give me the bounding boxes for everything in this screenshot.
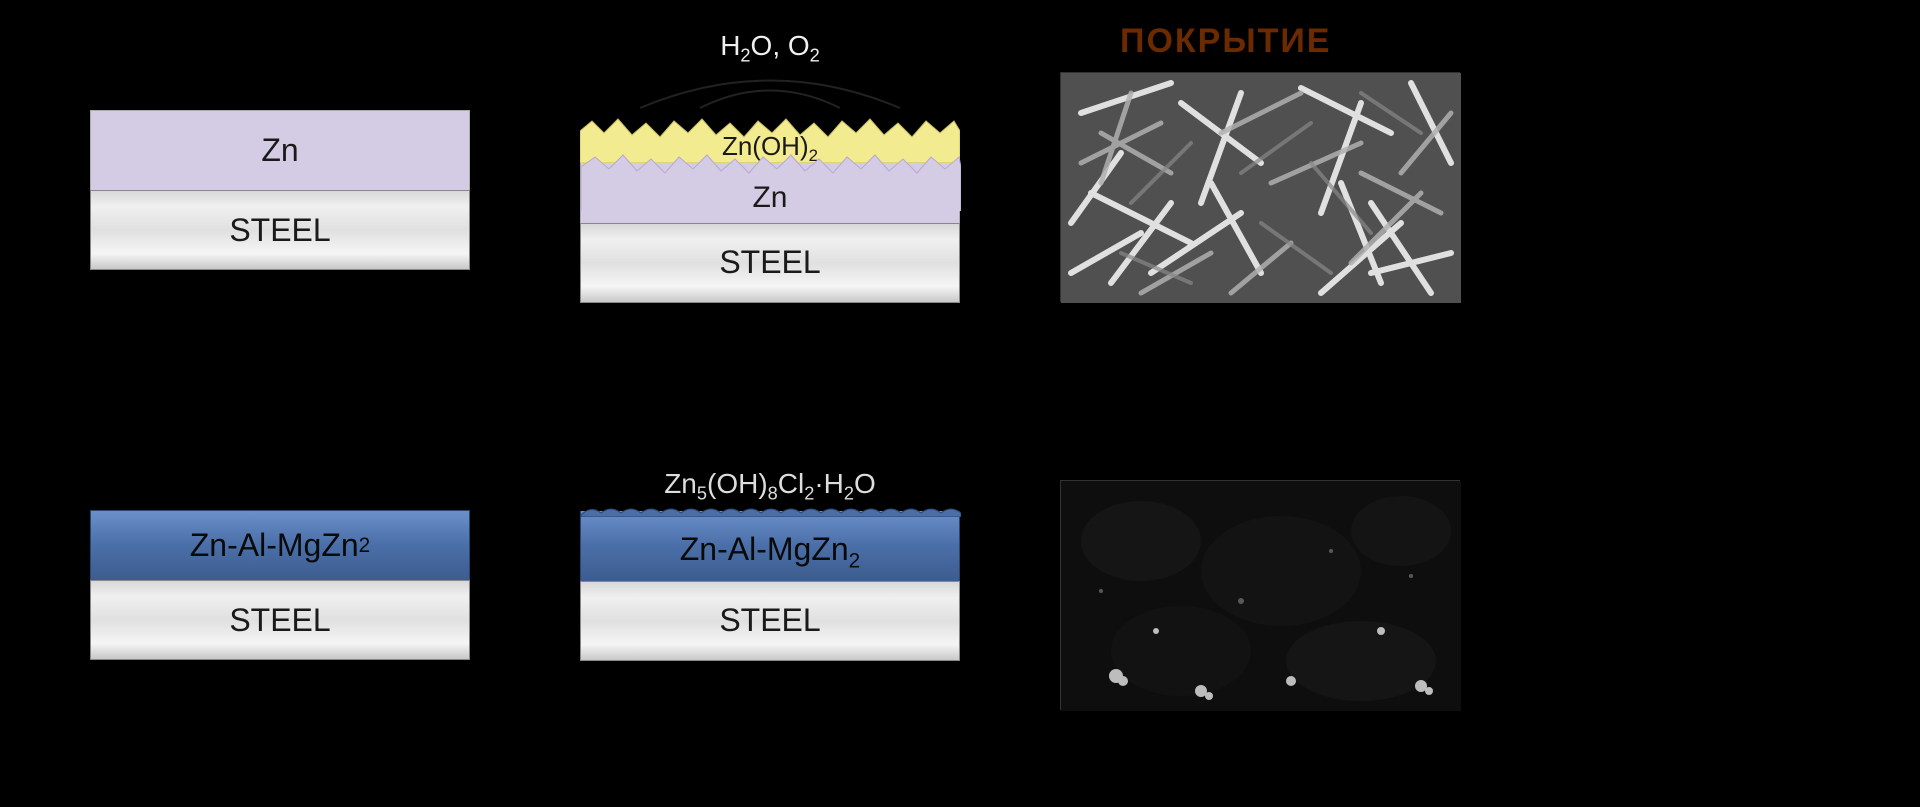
blue-corroded-label: Zn-Al-MgZn2 (581, 531, 959, 573)
blue-layer: Zn-Al-MgZn2 (90, 510, 470, 580)
steel-layer-label-4: STEEL (719, 602, 820, 639)
diagram-zn-initial: Zn STEEL (90, 110, 470, 270)
zn-layer: Zn (90, 110, 470, 190)
zn-layer-label: Zn (261, 132, 298, 169)
diagram-znalmg-initial: Zn-Al-MgZn2 STEEL (90, 510, 470, 660)
blue-corroded-layer: Zn-Al-MgZn2 (580, 511, 960, 581)
steel-layer-label-3: STEEL (229, 602, 330, 639)
simonkolleite-label: Zn5(OH)8Cl2·H2O (664, 468, 876, 505)
atmosphere-arrows-icon (580, 73, 960, 113)
sem-image-znalmg-coating (1060, 480, 1460, 710)
steel-layer-label: STEEL (229, 212, 330, 249)
steel-layer-4: STEEL (580, 581, 960, 661)
steel-layer-2: STEEL (580, 223, 960, 303)
zn-corroded-label: Zn (581, 181, 959, 215)
sem-image-zn-coating (1060, 72, 1460, 302)
coating-header-text: ПОКРЫТИЕ (1120, 22, 1331, 60)
steel-layer-label-2: STEEL (719, 244, 820, 281)
steel-layer: STEEL (90, 190, 470, 270)
diagram-znalmg-corroded: Zn5(OH)8Cl2·H2O Zn-Al-MgZn2 STEEL (580, 468, 960, 661)
diagram-zn-corroded: H2O, O2 Zn(OH)2 Zn STEEL (580, 30, 960, 303)
environment-label: H2O, O2 (720, 30, 820, 67)
steel-layer-3: STEEL (90, 580, 470, 660)
zn-corroded-layer: Zn (580, 163, 960, 223)
coating-header: ПОКРЫТИЕ (1120, 22, 1331, 61)
